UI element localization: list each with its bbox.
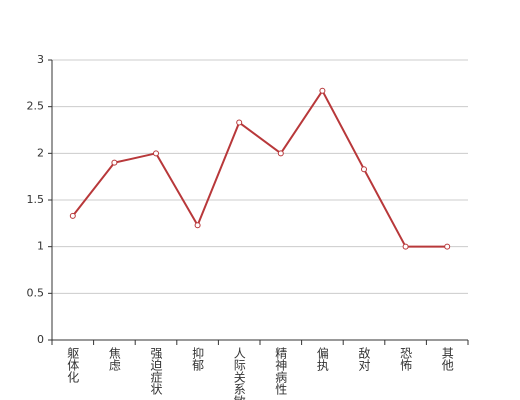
x-tick-label: 躯体化 — [66, 346, 80, 384]
point — [277, 150, 284, 157]
point — [69, 212, 76, 219]
x-tick-label: 抑郁 — [191, 346, 205, 372]
x-tick-label: 敌对 — [357, 346, 371, 371]
y-tick-label: 2 — [37, 146, 44, 159]
x-tick-label: 人际关系敏感 — [232, 347, 246, 400]
point — [319, 87, 326, 94]
x-tick-label: 强迫症状 — [149, 347, 163, 395]
y-tick-label: 0.5 — [27, 286, 45, 299]
y-tick-label: 1 — [37, 240, 44, 253]
x-tick-label: 焦虑 — [107, 347, 121, 371]
y-tick-label: 1.5 — [27, 193, 45, 206]
y-tick-label: 2.5 — [27, 100, 45, 113]
point — [153, 150, 159, 157]
x-tick-label: 其他 — [440, 347, 454, 371]
y-tick-label: 0 — [37, 333, 44, 346]
y-tick-label: 3 — [37, 53, 44, 66]
point — [236, 119, 243, 126]
line — [72, 88, 448, 248]
x-tick-label: 偏执 — [315, 346, 329, 372]
point — [361, 166, 367, 173]
point — [194, 222, 201, 229]
point — [444, 243, 451, 250]
x-tick-label: 恐怖 — [399, 347, 413, 371]
point — [402, 243, 409, 250]
x-tick-label: 精神病性 — [274, 347, 288, 396]
point — [111, 159, 118, 166]
